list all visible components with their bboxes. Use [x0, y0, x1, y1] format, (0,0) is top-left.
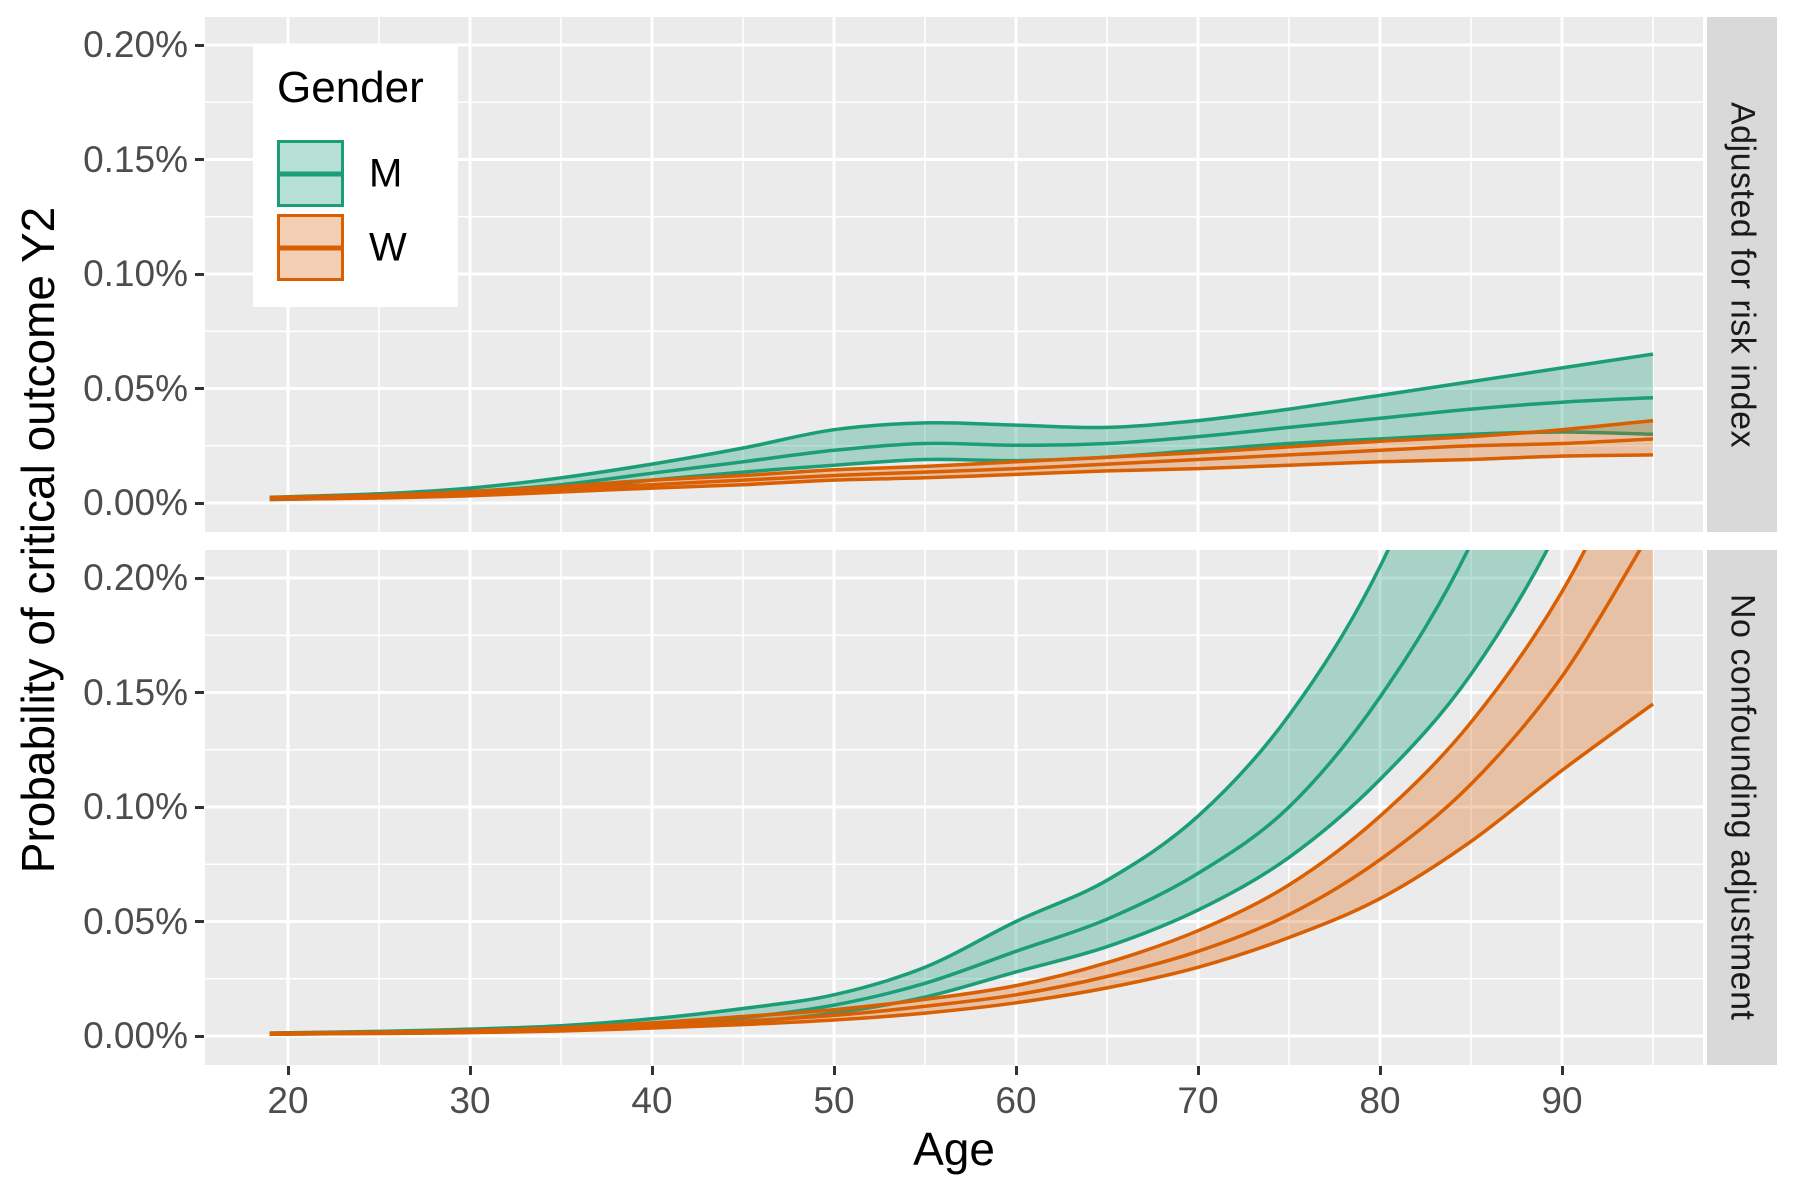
- legend-key-female-ribbon-icon: [277, 214, 344, 281]
- x-tick-label: 50: [813, 1080, 855, 1121]
- legend-key-male-line-icon: [280, 171, 341, 176]
- panel-bottom: [205, 550, 1703, 1065]
- x-tick-label: 70: [1177, 1080, 1219, 1121]
- lower-ci-line-W: [269, 453, 1654, 502]
- y-axis-tick: [195, 43, 204, 47]
- x-axis-tick: [650, 1066, 654, 1075]
- y-tick-label: 0.15%: [83, 138, 188, 180]
- y-axis-tick: [195, 691, 204, 694]
- x-axis-tick: [1014, 1066, 1018, 1075]
- ribbon-M: [269, 354, 1653, 500]
- x-tick-label: 90: [1541, 1080, 1583, 1121]
- mean-line-W: [269, 437, 1654, 501]
- x-axis-tick: [468, 1066, 472, 1075]
- y-axis-title: Probability of critical outcome Y2: [12, 206, 64, 874]
- y-tick-label: 0.10%: [83, 786, 188, 827]
- y-axis-tick: [195, 920, 204, 923]
- y-axis-tick: [195, 805, 204, 809]
- legend-title: Gender: [277, 63, 424, 112]
- x-tick-label: 20: [267, 1080, 309, 1121]
- y-axis-tick: [195, 576, 204, 580]
- facet-strip-bottom-label: No confounding adjustment: [1723, 594, 1762, 1021]
- y-axis-tick: [195, 387, 204, 390]
- legend-key-male-ribbon-icon: [277, 140, 344, 207]
- y-tick-label: 0.05%: [83, 900, 188, 942]
- y-axis-tick: [195, 272, 204, 276]
- upper-ci-line-M: [269, 550, 1391, 1035]
- y-tick-label: 0.20%: [83, 557, 188, 598]
- x-tick-label: 30: [449, 1080, 491, 1121]
- y-tick-label: 0.00%: [83, 1015, 188, 1056]
- facet-strip-top-label: Adjusted for risk index: [1723, 101, 1762, 448]
- facet-strip-bottom: No confounding adjustment: [1707, 550, 1777, 1065]
- y-tick-label: 0.10%: [83, 253, 188, 294]
- facet-strip-top: Adjusted for risk index: [1707, 17, 1777, 532]
- legend: Gender M W: [253, 45, 458, 307]
- x-tick-label: 40: [631, 1080, 673, 1121]
- x-axis-tick: [832, 1066, 836, 1075]
- x-axis-title: Age: [913, 1123, 995, 1175]
- x-axis-tick: [1560, 1066, 1564, 1075]
- upper-ci-line-M: [269, 352, 1654, 500]
- x-axis-tick: [286, 1066, 290, 1075]
- y-tick-label: 0.15%: [83, 671, 188, 713]
- x-tick-label: 80: [1359, 1080, 1401, 1121]
- x-axis-tick: [1196, 1066, 1200, 1075]
- ribbon-M: [269, 550, 1548, 1035]
- legend-key-female-line-icon: [280, 245, 341, 250]
- legend-label-male: M: [369, 151, 403, 196]
- y-tick-label: 0.00%: [83, 482, 188, 523]
- x-axis-tick: [1378, 1066, 1382, 1075]
- upper-ci-line-W: [269, 418, 1654, 500]
- mean-line-W: [269, 550, 1642, 1036]
- legend-label-female: W: [369, 225, 407, 270]
- ribbon-W: [269, 550, 1653, 1035]
- y-axis-tick: [195, 158, 204, 161]
- y-tick-label: 0.20%: [83, 24, 188, 65]
- y-tick-label: 0.05%: [83, 367, 188, 409]
- x-tick-label: 60: [995, 1080, 1037, 1121]
- ribbon-W: [269, 420, 1653, 500]
- y-axis-tick: [195, 501, 204, 505]
- y-axis-tick: [195, 1034, 204, 1038]
